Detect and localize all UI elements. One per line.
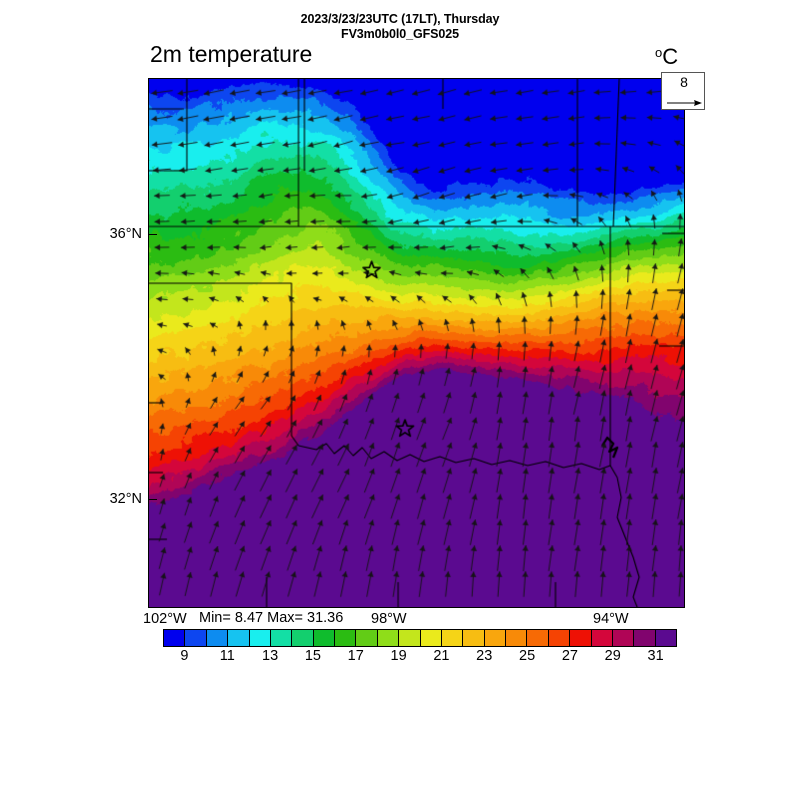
colorbar-swatches[interactable]	[163, 629, 677, 647]
colorbar-swatch[interactable]	[570, 630, 592, 646]
model-title: FV3m0b0l0_GFS025	[341, 27, 459, 41]
unit-letter: C	[662, 44, 679, 69]
ytick-label-36N: 36°N	[109, 226, 142, 242]
colorbar-swatch[interactable]	[548, 630, 571, 646]
colorbar[interactable]	[163, 629, 677, 647]
colorbar-swatch[interactable]	[228, 630, 250, 646]
colorbar-tick-label: 15	[304, 648, 321, 664]
colorbar-swatch[interactable]	[634, 630, 656, 646]
colorbar-swatch[interactable]	[292, 630, 314, 646]
colorbar-swatch[interactable]	[463, 630, 485, 646]
colorbar-tick-label: 17	[347, 648, 364, 664]
wind-vector-key: 8	[661, 72, 705, 110]
datetime-title: 2023/3/23/23UTC (17LT), Thursday	[300, 12, 500, 26]
colorbar-tick-label: 21	[433, 648, 450, 664]
colorbar-tick-labels: 9 11 13 15 17 19 21 23 25 27 29 31	[163, 648, 677, 668]
colorbar-swatch[interactable]	[484, 630, 506, 646]
colorbar-swatch[interactable]	[313, 630, 335, 646]
colorbar-swatch[interactable]	[356, 630, 378, 646]
colorbar-swatch[interactable]	[377, 630, 400, 646]
colorbar-swatch[interactable]	[591, 630, 613, 646]
colorbar-tick-label: 31	[647, 648, 664, 664]
ytick-label-32N: 32°N	[109, 491, 142, 507]
minmax-annotation: Min= 8.47 Max= 31.36	[199, 610, 344, 626]
vector-key-value: 8	[680, 74, 688, 90]
colorbar-swatch[interactable]	[655, 630, 676, 646]
colorbar-swatch[interactable]	[441, 630, 464, 646]
xtick-label-98W: 98°W	[371, 611, 407, 627]
xtick-label-94W: 94°W	[593, 611, 629, 627]
colorbar-tick-label: 25	[519, 648, 536, 664]
page-title: 2m temperature	[150, 41, 313, 67]
ytick-mark-36N	[148, 234, 157, 235]
colorbar-swatch[interactable]	[206, 630, 229, 646]
colorbar-tick-label: 11	[219, 648, 235, 664]
unit-label: oC	[655, 40, 678, 69]
colorbar-swatch[interactable]	[335, 630, 357, 646]
colorbar-swatch[interactable]	[506, 630, 528, 646]
colorbar-swatch[interactable]	[185, 630, 207, 646]
ytick-mark-32N	[148, 499, 157, 500]
colorbar-swatch[interactable]	[399, 630, 421, 646]
xtick-label-102W: 102°W	[143, 611, 187, 627]
temperature-field-canvas	[149, 79, 684, 607]
colorbar-swatch[interactable]	[612, 630, 635, 646]
map-plot-frame[interactable]	[148, 78, 685, 608]
degree-symbol: o	[655, 45, 663, 60]
colorbar-tick-label: 23	[476, 648, 493, 664]
colorbar-swatch[interactable]	[270, 630, 293, 646]
arrow-right-icon	[667, 100, 702, 106]
title-block: 2023/3/23/23UTC (17LT), Thursday FV3m0b0…	[0, 12, 800, 42]
colorbar-swatch[interactable]	[249, 630, 271, 646]
colorbar-swatch[interactable]	[527, 630, 549, 646]
colorbar-tick-label: 29	[604, 648, 621, 664]
colorbar-swatch[interactable]	[420, 630, 442, 646]
colorbar-tick-label: 13	[262, 648, 279, 664]
colorbar-swatch[interactable]	[164, 630, 186, 646]
colorbar-tick-label: 9	[180, 648, 189, 664]
colorbar-tick-label: 19	[390, 648, 407, 664]
colorbar-tick-label: 27	[561, 648, 578, 664]
